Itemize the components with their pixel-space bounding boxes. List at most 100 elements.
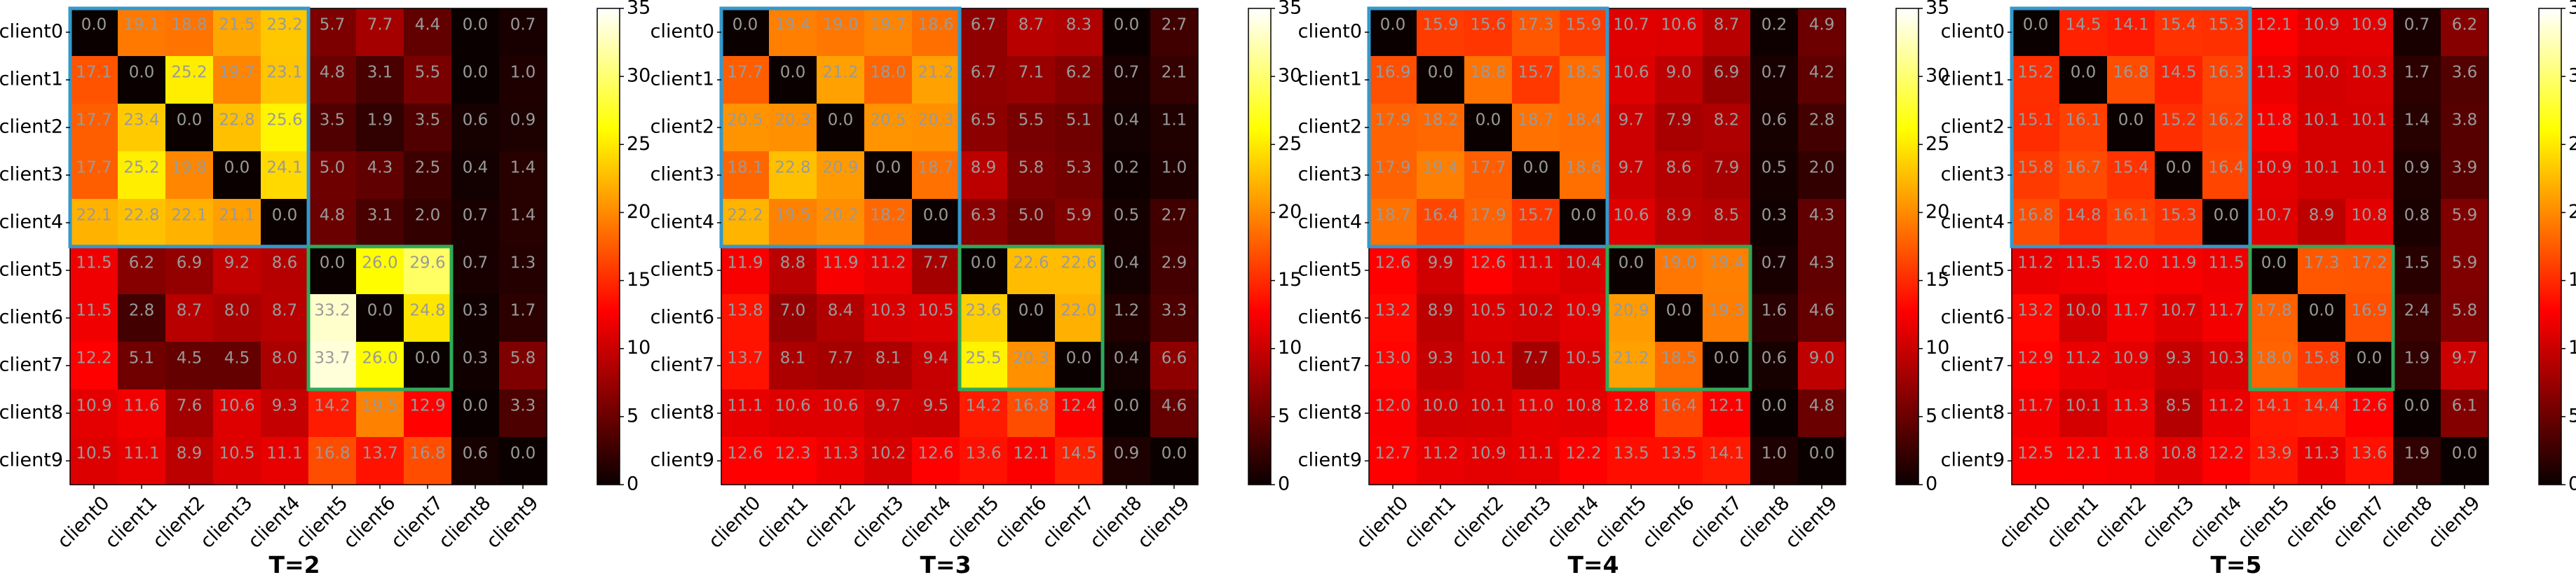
cell-value-label: 10.7 bbox=[2160, 302, 2196, 320]
heatmap-cell bbox=[1607, 247, 1656, 295]
cell-value-label: 3.6 bbox=[2452, 64, 2478, 82]
heatmap-cell bbox=[404, 247, 452, 295]
cell-value-label: 12.1 bbox=[1013, 445, 1049, 463]
heatmap-cell bbox=[1560, 342, 1608, 390]
cell-value-label: 4.5 bbox=[177, 349, 203, 368]
cell-value-label: 0.5 bbox=[1114, 207, 1140, 225]
heatmap-cell bbox=[912, 8, 960, 57]
heatmap-cell bbox=[1369, 247, 1417, 295]
heatmap-cell bbox=[118, 151, 166, 200]
cell-value-label: 11.6 bbox=[123, 397, 159, 415]
heatmap-cell bbox=[1703, 8, 1751, 57]
heatmap-cell bbox=[2298, 389, 2346, 438]
heatmap-cell bbox=[1512, 294, 1560, 342]
cell-value-label: 19.5 bbox=[362, 397, 397, 415]
cell-value-label: 10.6 bbox=[775, 397, 810, 415]
cell-value-label: 15.3 bbox=[2160, 207, 2196, 225]
heatmap-cell bbox=[1560, 199, 1608, 247]
heatmap-cell bbox=[2107, 342, 2155, 390]
cell-value-label: 11.0 bbox=[1518, 397, 1553, 415]
x-tick-label: client8 bbox=[435, 492, 496, 553]
heatmap-cell bbox=[769, 389, 817, 438]
heatmap-cell bbox=[1560, 247, 1608, 295]
heatmap-cell bbox=[1512, 389, 1560, 438]
heatmap-cell bbox=[165, 8, 214, 57]
heatmap-cell bbox=[817, 294, 865, 342]
cell-value-label: 21.2 bbox=[822, 64, 858, 82]
cell-value-label: 1.0 bbox=[510, 64, 536, 82]
colorbar-tick-label: 25 bbox=[2568, 133, 2576, 155]
cell-value-label: 2.1 bbox=[1161, 64, 1187, 82]
cell-value-label: 22.8 bbox=[219, 111, 254, 130]
colorbar-tick-label: 25 bbox=[1926, 133, 1949, 155]
cell-value-label: 13.6 bbox=[2351, 445, 2387, 463]
heatmap-cell bbox=[1417, 389, 1465, 438]
cell-value-label: 10.3 bbox=[2208, 349, 2244, 368]
cell-value-label: 10.9 bbox=[1565, 302, 1601, 320]
cell-value-label: 9.4 bbox=[923, 349, 949, 368]
x-tick-label: client8 bbox=[1733, 492, 1794, 553]
cell-value-label: 1.4 bbox=[2404, 111, 2430, 130]
heatmap-cell bbox=[1417, 437, 1465, 485]
cell-value-label: 0.0 bbox=[463, 16, 489, 34]
heatmap-cell bbox=[2441, 389, 2489, 438]
cell-value-label: 6.9 bbox=[1714, 64, 1740, 82]
colorbar-tick-label: 10 bbox=[2568, 337, 2576, 359]
heatmap-cell bbox=[499, 8, 547, 57]
heatmap-cell bbox=[1560, 8, 1608, 57]
colorbar-tick-label: 0 bbox=[1278, 473, 1290, 495]
heatmap-cell bbox=[499, 104, 547, 152]
heatmap-cell bbox=[2059, 104, 2108, 152]
heatmap-cell bbox=[1055, 247, 1103, 295]
cell-value-label: 0.0 bbox=[2452, 445, 2478, 463]
cell-value-label: 26.0 bbox=[362, 349, 397, 368]
heatmap-cell bbox=[769, 104, 817, 152]
cell-value-label: 10.1 bbox=[2303, 111, 2339, 130]
cell-value-label: 15.9 bbox=[1422, 16, 1458, 34]
heatmap-cell bbox=[2107, 199, 2155, 247]
heatmap-cell bbox=[1512, 199, 1560, 247]
heatmap-cell bbox=[308, 437, 357, 485]
heatmap-cell bbox=[1369, 437, 1417, 485]
x-tick-label: client4 bbox=[244, 492, 305, 553]
cell-value-label: 2.4 bbox=[2404, 302, 2430, 320]
x-tick-label: client4 bbox=[895, 492, 956, 553]
x-tick-label: client0 bbox=[1352, 492, 1413, 553]
heatmap-cell bbox=[1703, 389, 1751, 438]
cell-value-label: 8.0 bbox=[272, 349, 298, 368]
cell-value-label: 0.7 bbox=[1114, 64, 1140, 82]
cell-value-label: 0.0 bbox=[1161, 445, 1187, 463]
heatmap-cell bbox=[1798, 247, 1846, 295]
heatmap-cell bbox=[721, 8, 770, 57]
cell-value-label: 2.9 bbox=[1161, 254, 1187, 272]
cell-value-label: 14.1 bbox=[2113, 16, 2148, 34]
cell-value-label: 4.9 bbox=[1809, 16, 1835, 34]
heatmap-cell bbox=[308, 294, 357, 342]
cell-value-label: 11.7 bbox=[2113, 302, 2148, 320]
cell-value-label: 23.6 bbox=[965, 302, 1001, 320]
cell-value-label: 18.7 bbox=[1518, 111, 1553, 130]
cell-value-label: 9.0 bbox=[1666, 64, 1692, 82]
colorbar bbox=[597, 8, 620, 485]
cluster-highlight-box bbox=[306, 244, 454, 392]
heatmap-cell bbox=[960, 56, 1008, 104]
heatmap-cell bbox=[2441, 104, 2489, 152]
cell-value-label: 6.7 bbox=[971, 64, 997, 82]
panel-title: T=4 bbox=[1567, 551, 1618, 578]
heatmap-cell bbox=[451, 151, 500, 200]
x-tick-label: client3 bbox=[847, 492, 908, 553]
heatmap-cell bbox=[2107, 294, 2155, 342]
heatmap-cell bbox=[356, 199, 404, 247]
cell-value-label: 10.2 bbox=[1518, 302, 1553, 320]
cell-value-label: 0.5 bbox=[1761, 159, 1787, 177]
cell-value-label: 3.8 bbox=[2452, 111, 2478, 130]
cell-value-label: 0.9 bbox=[2404, 159, 2430, 177]
heatmap-cell bbox=[1560, 389, 1608, 438]
heatmap-cell bbox=[1464, 104, 1513, 152]
cell-value-label: 18.5 bbox=[1661, 349, 1696, 368]
heatmap-cell bbox=[404, 104, 452, 152]
heatmap-cell bbox=[165, 104, 214, 152]
cell-value-label: 6.7 bbox=[971, 16, 997, 34]
cell-value-label: 10.3 bbox=[2351, 64, 2387, 82]
cluster-highlight-box bbox=[958, 244, 1105, 392]
